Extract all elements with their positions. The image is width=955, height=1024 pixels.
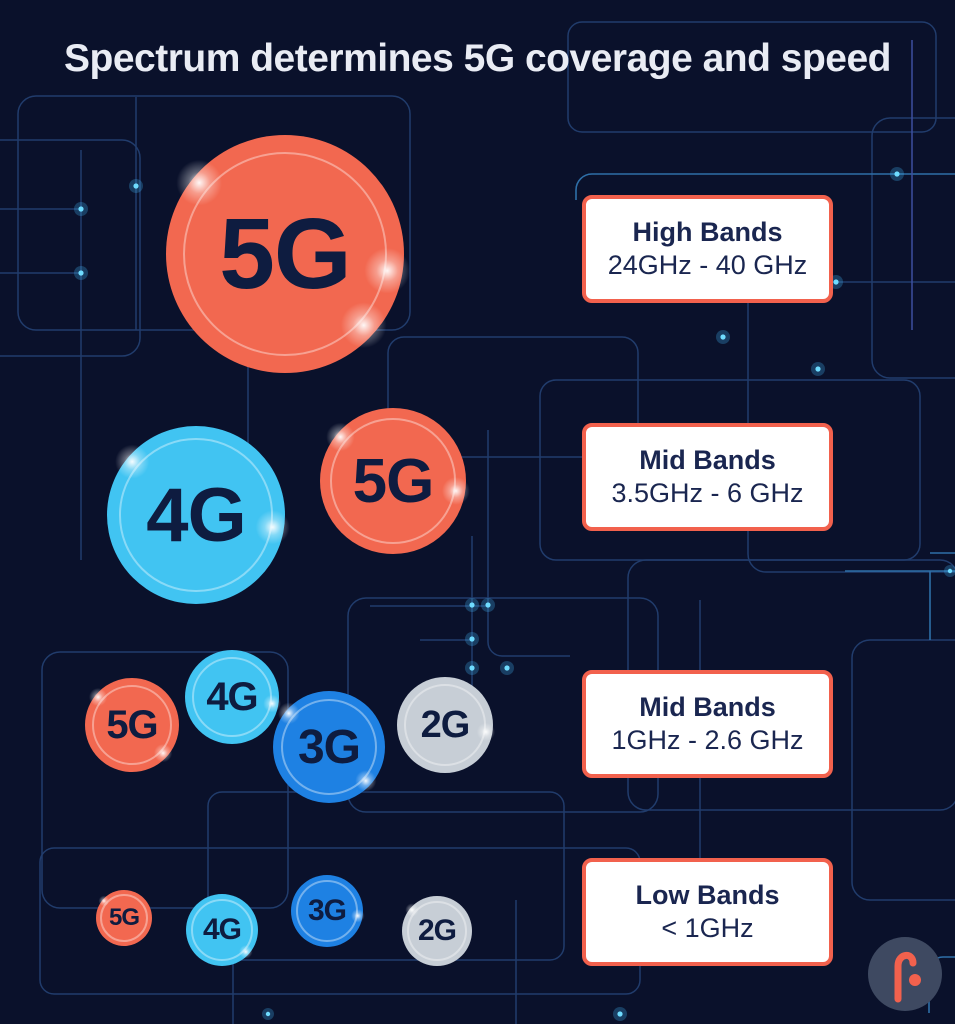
circle-5g-midhigh-band: 5G <box>320 408 471 554</box>
band-range: 24GHz - 40 GHz <box>607 250 808 280</box>
circle-label: 2G <box>417 914 457 947</box>
circle-label: 4G <box>146 472 246 558</box>
sparkle-icon <box>88 687 108 707</box>
sparkle-icon <box>354 769 378 792</box>
sparkle-icon <box>114 443 150 480</box>
sparkle-icon <box>363 246 412 295</box>
band-box-high: High Bands 24GHz - 40 GHz <box>582 195 833 303</box>
band-range: < 1GHz <box>661 913 754 943</box>
sparkle-icon <box>238 944 253 959</box>
circle-label: 5G <box>106 702 158 747</box>
circle-4g-midhigh-band: 4G <box>107 426 291 604</box>
band-range: 1GHz - 2.6 GHz <box>611 725 804 755</box>
band-range: 3.5GHz - 6 GHz <box>611 478 804 508</box>
sparkle-icon <box>175 158 224 207</box>
circle-label: 5G <box>108 904 140 931</box>
circle-label: 5G <box>219 197 351 310</box>
band-box-mid-upper: Mid Bands 3.5GHz - 6 GHz <box>582 423 833 531</box>
sparkle-icon <box>263 694 282 713</box>
glow-dots <box>74 167 955 1021</box>
circle-2g-low-band: 2G <box>402 896 472 966</box>
sparkle-icon <box>277 702 300 725</box>
circle-4g-midlow-band: 4G <box>185 650 282 744</box>
band-name: Mid Bands <box>639 692 776 722</box>
band-box-low: Low Bands < 1GHz <box>582 858 833 966</box>
band-box-mid-lower: Mid Bands 1GHz - 2.6 GHz <box>582 670 833 778</box>
circle-4g-low-band: 4G <box>186 894 258 966</box>
f-logo-icon <box>894 952 921 1003</box>
sparkle-icon <box>404 903 419 917</box>
circle-label: 4G <box>202 913 242 946</box>
sparkle-icon <box>325 422 356 452</box>
sparkle-icon <box>350 908 366 924</box>
circle-5g-high-band: 5G <box>166 135 412 373</box>
sparkle-icon <box>254 509 291 546</box>
circle-3g-midlow-band: 3G <box>273 691 385 803</box>
circle-label: 3G <box>307 894 347 927</box>
sparkle-icon <box>153 743 173 763</box>
circle-label: 4G <box>206 674 258 719</box>
sparkle-icon <box>339 301 388 350</box>
sparkle-icon <box>476 722 496 742</box>
band-name: High Bands <box>632 217 783 247</box>
circle-5g-low-band: 5G <box>96 890 152 946</box>
sparkle-icon <box>98 895 110 907</box>
circle-5g-midlow-band: 5G <box>85 678 179 772</box>
circle-label: 5G <box>352 446 435 516</box>
circle-label: 2G <box>420 703 471 746</box>
circle-3g-low-band: 3G <box>291 875 366 947</box>
page-title: Spectrum determines 5G coverage and spee… <box>64 37 892 80</box>
sparkle-icon <box>441 476 471 506</box>
band-name: Mid Bands <box>639 445 776 475</box>
circle-2g-midlow-band: 2G <box>397 677 496 773</box>
band-name: Low Bands <box>635 880 780 910</box>
brand-logo <box>868 937 942 1011</box>
circle-label: 3G <box>297 720 361 774</box>
